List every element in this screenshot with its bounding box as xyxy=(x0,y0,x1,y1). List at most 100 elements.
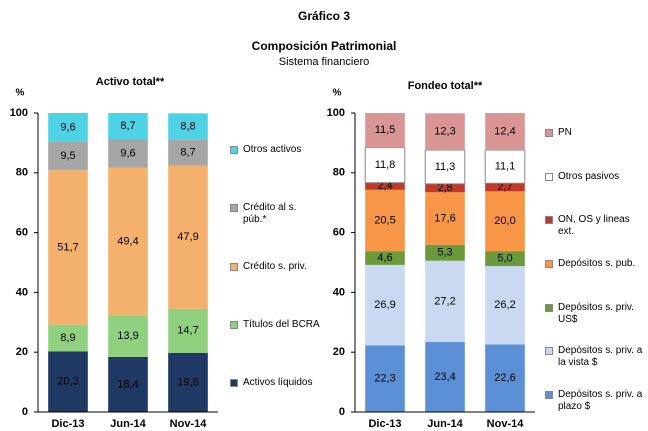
legend-item: Depósitos s. priv. a plazo $ xyxy=(545,389,645,413)
legend-swatch xyxy=(230,146,238,154)
bar-segment xyxy=(48,141,88,171)
bar-segment xyxy=(485,251,525,267)
legend-swatch xyxy=(230,379,238,387)
bar-segment xyxy=(365,345,405,412)
y-tick-label: 40 xyxy=(16,286,28,298)
value-label: 2,8 xyxy=(437,182,452,194)
value-label: 8,7 xyxy=(180,147,195,159)
legend-swatch xyxy=(545,391,553,399)
value-label: 19,8 xyxy=(177,376,198,388)
value-label: 9,6 xyxy=(60,121,75,133)
bar-segment xyxy=(108,113,148,140)
legend-item: Activos líquidos xyxy=(230,377,320,389)
value-label: 17,6 xyxy=(434,212,455,224)
legend-label: PN xyxy=(558,127,572,138)
legend-swatch xyxy=(545,172,553,181)
bar-segment xyxy=(108,167,148,316)
legend-swatch xyxy=(545,303,553,312)
legend-label: ON, OS y lineas ext. xyxy=(558,214,630,238)
bar-segment xyxy=(424,149,466,185)
bar-segment xyxy=(425,342,465,412)
bar-segment xyxy=(48,113,88,142)
value-label: 11,3 xyxy=(435,161,456,173)
value-label: 11,1 xyxy=(495,161,516,173)
y-tick-label: 20 xyxy=(333,346,345,358)
value-label: 5,3 xyxy=(437,247,452,259)
y-tick-label: 80 xyxy=(333,167,345,179)
bar-segment xyxy=(48,324,88,352)
legend-label: Otros activos xyxy=(243,144,302,155)
chart-title: Fondeo total** xyxy=(408,80,483,92)
legend-label: Títulos del BCRA xyxy=(243,318,320,330)
value-label: 8,7 xyxy=(120,120,135,132)
value-label: 18,4 xyxy=(117,378,138,390)
bar-segment xyxy=(364,146,406,184)
value-label: 20,5 xyxy=(374,214,395,226)
x-tick-label: Nov-14 xyxy=(487,418,525,430)
value-label: 8,9 xyxy=(60,332,75,344)
bar-segment xyxy=(485,191,525,252)
value-label: 47,9 xyxy=(177,231,198,243)
value-label: 27,2 xyxy=(434,295,455,307)
legend-label: Activos líquidos xyxy=(243,377,313,388)
bar-segment xyxy=(365,189,405,252)
legend-label: Depósitos s. pub. xyxy=(558,258,636,269)
legend-swatch xyxy=(545,129,553,137)
bar-segment xyxy=(168,165,208,309)
legend-item: Depósitos s. priv. a la vista $ xyxy=(545,345,645,369)
bar-segment xyxy=(365,113,405,148)
page-note: Sistema financiero xyxy=(279,56,370,68)
y-tick-label: 80 xyxy=(16,167,28,179)
bar-segment xyxy=(365,182,405,190)
legend-swatch xyxy=(545,216,553,225)
x-tick-label: Jun-14 xyxy=(110,418,146,430)
page-title: Gráfico 3 xyxy=(298,9,350,23)
bar-segment xyxy=(485,183,525,192)
bar-segment xyxy=(168,352,208,412)
value-label: 8,8 xyxy=(180,120,195,132)
value-label: 12,4 xyxy=(494,125,515,137)
value-label: 11,5 xyxy=(375,124,396,136)
bar-segment xyxy=(48,351,88,412)
value-label: 26,9 xyxy=(374,299,395,311)
bar-segment xyxy=(108,315,148,357)
bar-segment xyxy=(485,344,525,412)
y-tick-label: 100 xyxy=(10,107,28,119)
value-label: 22,3 xyxy=(374,373,395,385)
x-tick-label: Dic-13 xyxy=(51,418,84,430)
legend-label: Crédito s. priv. xyxy=(243,260,307,272)
legend-label: Depósitos s. priv. a plazo $ xyxy=(558,389,643,412)
y-tick-label: 60 xyxy=(333,227,345,239)
bar-segment xyxy=(108,139,148,168)
value-label: 5,0 xyxy=(497,253,512,265)
legend-item: ON, OS y lineas ext. xyxy=(545,214,645,238)
legend-item: Crédito s. priv. xyxy=(230,261,320,273)
bar-segment xyxy=(425,244,465,261)
value-label: 22,6 xyxy=(494,372,515,384)
value-label: 20,0 xyxy=(494,215,515,227)
value-label: 2,7 xyxy=(497,181,512,193)
value-label: 12,3 xyxy=(434,126,455,138)
y-tick-label: 20 xyxy=(16,346,28,358)
value-label: 14,7 xyxy=(177,325,198,337)
value-label: 49,4 xyxy=(117,235,138,247)
value-label: 20,3 xyxy=(57,376,78,388)
legend-swatch xyxy=(230,204,238,213)
y-tick-label: 0 xyxy=(22,406,28,418)
bar-segment xyxy=(168,139,208,166)
bar-segment xyxy=(365,251,405,265)
bar-segment xyxy=(168,113,208,140)
legend-item: Otros pasivos xyxy=(545,171,645,183)
x-tick-label: Jun-14 xyxy=(427,418,463,430)
x-tick-label: Dic-13 xyxy=(368,418,401,430)
legend-swatch xyxy=(230,320,238,329)
bar-segment xyxy=(425,260,465,343)
bar-segment xyxy=(425,183,465,193)
legend-swatch xyxy=(545,260,553,268)
bar-segment xyxy=(485,266,525,345)
x-tick-label: Nov-14 xyxy=(170,418,208,430)
legend-item: PN xyxy=(545,127,645,139)
bar-segment xyxy=(484,149,526,184)
value-label: 51,7 xyxy=(57,241,78,253)
legend-label: Crédito al s. púb.* xyxy=(243,202,297,226)
